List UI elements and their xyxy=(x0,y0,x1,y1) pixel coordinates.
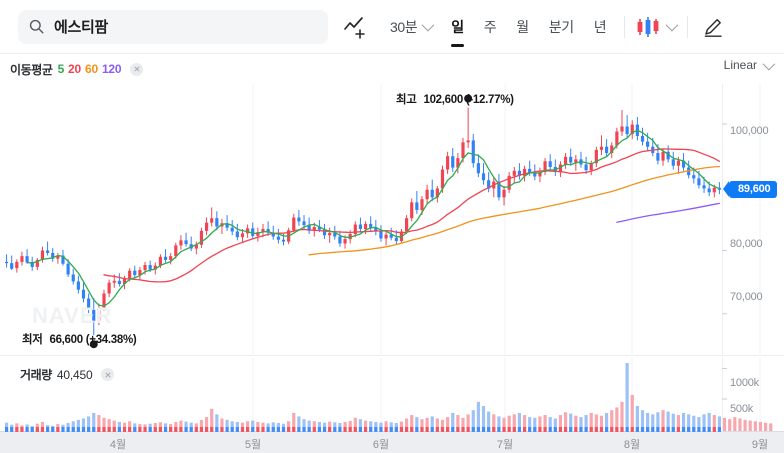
period-tabs: 30분 일 주 월 분기 년 xyxy=(386,0,730,54)
chart-type-selector[interactable] xyxy=(633,0,679,54)
high-annotation-change: (-12.77%) xyxy=(465,94,514,106)
low-annotation-prefix: 최저 xyxy=(22,334,43,346)
high-annotation: 최고 102,600 (-12.77%) xyxy=(396,91,514,107)
period-tab-quarter[interactable]: 분기 xyxy=(539,0,584,54)
price-axis-label-80000: 80,000 xyxy=(730,238,763,250)
chart-legend-row: 이동평균 5 20 60 120 xyxy=(0,54,784,84)
ma-20-label[interactable]: 20 xyxy=(68,62,81,76)
ma-120-label[interactable]: 120 xyxy=(101,62,122,76)
x-axis: 4월 5월 6월 7월 8월 9월 xyxy=(0,427,784,453)
volume-axis-label-500k: 500k xyxy=(730,403,754,415)
period-tab-month[interactable]: 월 xyxy=(506,0,538,54)
toolbar: 에스티팜 30분 일 주 월 분기 xyxy=(0,0,784,54)
chevron-down-icon xyxy=(421,18,435,32)
x-axis-label-8: 8월 xyxy=(623,439,641,451)
period-tab-week[interactable]: 주 xyxy=(474,0,506,54)
ma-legend-title: 이동평균 xyxy=(10,62,53,77)
low-annotation: 최저 66,600 (+34.38%) xyxy=(22,331,137,347)
low-annotation-change: (+34.38%) xyxy=(85,334,137,346)
volume-legend-value: 40,450 xyxy=(56,367,93,382)
search-value: 에스티팜 xyxy=(54,19,109,36)
ma-60-label[interactable]: 60 xyxy=(85,62,98,76)
price-axis-label-70000: 70,000 xyxy=(730,291,763,303)
close-volume-legend-icon[interactable] xyxy=(101,368,115,381)
period-tab-30min[interactable]: 30분 xyxy=(386,0,441,54)
search-input[interactable]: 에스티팜 xyxy=(18,9,328,44)
period-tab-year[interactable]: 년 xyxy=(584,0,616,54)
volume-chart-pane[interactable] xyxy=(0,358,784,432)
scale-label: Linear xyxy=(723,58,757,72)
high-annotation-value: 102,600 xyxy=(423,94,463,106)
ma-5-label[interactable]: 5 xyxy=(57,62,65,76)
current-price-badge: 89,600 xyxy=(722,181,778,198)
x-axis-label-7: 7월 xyxy=(496,439,514,451)
volume-legend-title: 거래량 xyxy=(20,368,52,382)
x-axis-label-9: 9월 xyxy=(751,439,769,451)
pencil-icon xyxy=(702,16,724,38)
toolbar-divider-2 xyxy=(687,15,689,38)
low-annotation-value: 66,600 xyxy=(49,334,83,346)
x-axis-label-4: 4월 xyxy=(109,439,127,451)
price-chart-pane[interactable]: NAVER xyxy=(0,84,784,356)
toolbar-divider-1 xyxy=(624,15,626,38)
add-chart-icon[interactable] xyxy=(342,14,368,40)
search-icon xyxy=(28,18,45,35)
high-annotation-prefix: 최고 xyxy=(396,94,417,106)
period-label: 년 xyxy=(593,18,607,35)
price-axis-label-100000: 100,000 xyxy=(730,125,769,137)
volume-legend: 거래량 40,450 xyxy=(20,366,115,383)
x-axis-label-6: 6월 xyxy=(372,439,390,451)
period-label: 일 xyxy=(451,18,464,35)
scale-selector[interactable]: Linear xyxy=(723,57,776,72)
period-tab-day[interactable]: 일 xyxy=(441,0,473,54)
close-ma-legend-icon[interactable] xyxy=(130,62,144,76)
period-label: 분기 xyxy=(548,18,574,35)
chevron-down-icon xyxy=(665,18,679,32)
period-label: 30분 xyxy=(390,18,418,35)
volume-axis-label-1000k: 1000k xyxy=(730,377,759,389)
x-axis-label-5: 5월 xyxy=(244,439,262,451)
moving-average-legend: 이동평균 5 20 60 120 xyxy=(10,61,144,78)
volume-chart-canvas xyxy=(0,358,784,432)
period-label: 주 xyxy=(483,18,497,35)
price-chart-canvas xyxy=(0,84,784,356)
candlestick-icon xyxy=(635,16,661,38)
draw-tool-button[interactable] xyxy=(696,0,730,54)
period-label: 월 xyxy=(516,18,529,35)
